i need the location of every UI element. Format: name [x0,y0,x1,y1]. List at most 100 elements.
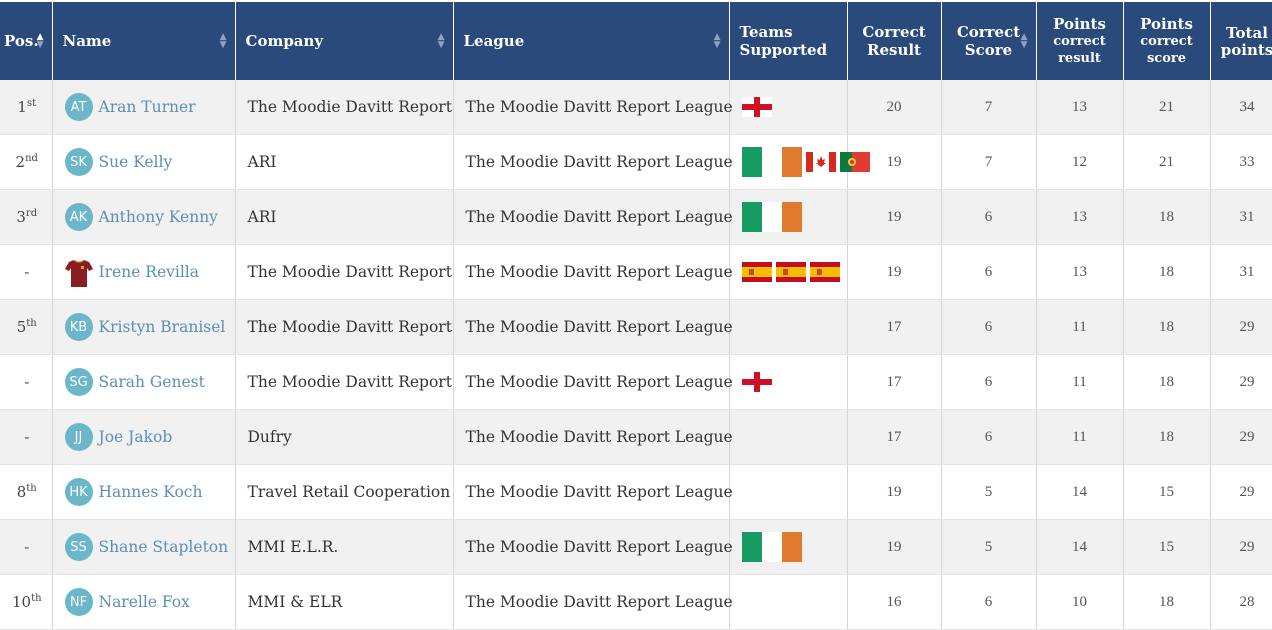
col-points-result-label: Points [1053,15,1106,33]
player-name-link[interactable]: Sarah Genest [99,373,205,391]
col-league[interactable]: League▲▼ [453,2,729,80]
points-result-cell: 12 [1036,135,1123,190]
avatar[interactable]: NF [65,588,93,616]
col-teams[interactable]: Teams Supported [729,2,847,80]
flags-container [742,257,835,287]
flags-container [742,532,835,562]
col-points-score-label: Points [1140,15,1193,33]
position-value: - [24,538,29,556]
position-cell: - [0,355,52,410]
position-value: - [24,263,29,281]
name-cell: KB Kristyn Branisel [52,300,235,355]
sort-icon: ▲▼ [714,33,721,49]
league-cell: The Moodie Davitt Report League [453,355,729,410]
correct-score-cell: 6 [941,355,1036,410]
name-cell: SK Sue Kelly [52,135,235,190]
table-row: - JJ Joe Jakob Dufry The Moodie Davitt Re… [0,410,1272,465]
company-cell: Travel Retail Cooperation [235,465,453,520]
position-cell: 5th [0,300,52,355]
teams-cell [729,135,847,190]
correct-score-cell: 6 [941,410,1036,465]
points-score-cell: 18 [1123,355,1210,410]
jersey-avatar-icon[interactable] [65,258,93,286]
teams-cell [729,190,847,245]
col-correct-score[interactable]: Correct Score▲▼ [941,2,1036,80]
position-cell: 1st [0,80,52,135]
sort-icon: ▲▼ [220,33,227,49]
teams-cell [729,300,847,355]
company-cell: Dufry [235,410,453,465]
player-name-link[interactable]: Hannes Koch [99,483,203,501]
name-cell: SG Sarah Genest [52,355,235,410]
player-name-link[interactable]: Narelle Fox [99,593,190,611]
flags-container [742,312,835,342]
position-value: 2 [16,153,26,171]
teams-cell [729,465,847,520]
company-cell: The Moodie Davitt Report [235,300,453,355]
name-cell: AT Aran Turner [52,80,235,135]
player-name-link[interactable]: Irene Revilla [99,263,200,281]
avatar[interactable]: SS [65,533,93,561]
avatar[interactable]: KB [65,313,93,341]
correct-score-cell: 5 [941,520,1036,575]
avatar[interactable]: SK [65,148,93,176]
position-value: 8 [17,483,27,501]
name-cell: JJ Joe Jakob [52,410,235,465]
col-points-score-sub: correct score [1134,33,1200,67]
spain-flag-icon [742,262,772,286]
league-cell: The Moodie Davitt Report League [453,135,729,190]
teams-cell [729,80,847,135]
points-score-cell: 18 [1123,190,1210,245]
col-company[interactable]: Company▲▼ [235,2,453,80]
ireland-flag-icon [742,532,802,566]
england-flag-icon [742,97,772,121]
table-row: 8th HK Hannes Koch Travel Retail Cooperat… [0,465,1272,520]
col-pos[interactable]: Pos.▲▼ [0,2,52,80]
position-suffix: th [31,593,41,604]
company-cell: The Moodie Davitt Report [235,245,453,300]
total-points-cell: 29 [1210,520,1272,575]
col-total-label: Total [1226,24,1268,42]
position-suffix: th [26,483,36,494]
company-cell: MMI E.L.R. [235,520,453,575]
points-score-cell: 21 [1123,135,1210,190]
name-cell: NF Narelle Fox [52,575,235,630]
correct-result-cell: 19 [847,465,941,520]
player-name-link[interactable]: Kristyn Branisel [99,318,226,336]
avatar[interactable]: HK [65,478,93,506]
points-score-cell: 18 [1123,410,1210,465]
player-name-link[interactable]: Shane Stapleton [99,538,229,556]
avatar[interactable]: AK [65,203,93,231]
total-points-cell: 33 [1210,135,1272,190]
player-name-link[interactable]: Anthony Kenny [99,208,218,226]
points-score-cell: 21 [1123,80,1210,135]
col-name[interactable]: Name▲▼ [52,2,235,80]
player-name-link[interactable]: Joe Jakob [99,428,173,446]
name-cell: Irene Revilla [52,245,235,300]
avatar[interactable]: SG [65,368,93,396]
company-cell: ARI [235,190,453,245]
position-suffix: rd [26,208,37,219]
total-points-cell: 34 [1210,80,1272,135]
position-value: - [24,428,29,446]
flags-container [742,202,835,232]
table-row: - Irene Revilla The Moodie Davitt Report… [0,245,1272,300]
league-cell: The Moodie Davitt Report League [453,410,729,465]
table-header: Pos.▲▼ Name▲▼ Company▲▼ League▲▼ Teams S… [0,2,1272,80]
avatar[interactable]: JJ [65,423,93,451]
avatar[interactable]: AT [65,93,93,121]
position-cell: - [0,410,52,465]
table-row: - SG Sarah Genest The Moodie Davitt Repor… [0,355,1272,410]
col-correct-result[interactable]: Correct Result [847,2,941,80]
flags-container [742,92,835,122]
player-name-link[interactable]: Aran Turner [99,98,196,116]
position-cell: - [0,245,52,300]
correct-score-cell: 7 [941,80,1036,135]
player-name-link[interactable]: Sue Kelly [99,153,173,171]
correct-result-cell: 19 [847,245,941,300]
